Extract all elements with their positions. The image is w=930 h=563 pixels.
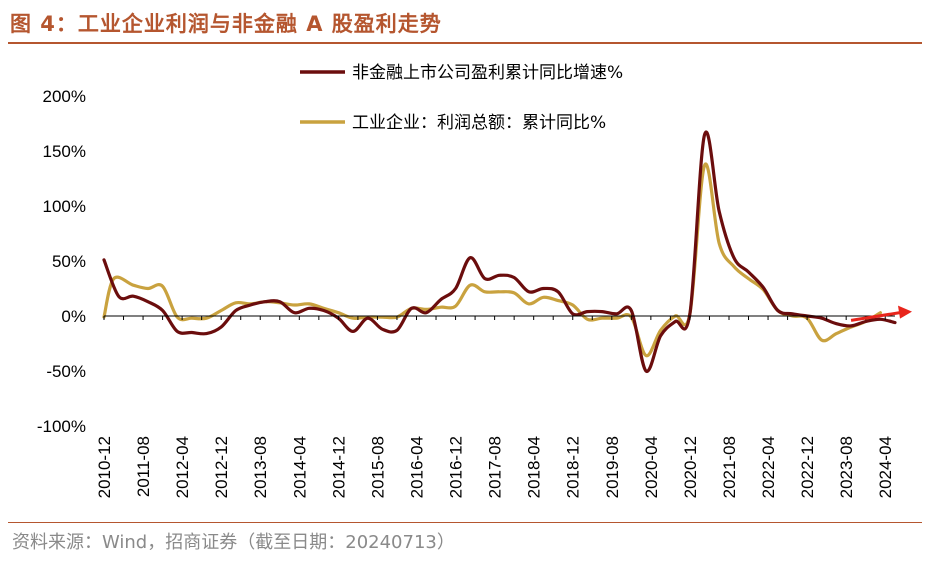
title-divider xyxy=(8,42,922,44)
x-tick-label: 2022-12 xyxy=(798,436,817,498)
x-tick-label: 2020-12 xyxy=(681,436,700,498)
footer-divider xyxy=(8,522,922,523)
legend-label: 工业企业：利润总额：累计同比% xyxy=(352,113,606,133)
y-tick-label: 100% xyxy=(43,197,86,216)
x-tick-label: 2016-04 xyxy=(408,436,427,498)
x-tick-label: 2014-04 xyxy=(290,436,309,498)
x-tick-label: 2019-08 xyxy=(603,436,622,498)
figure-title: 图 4：工业企业利润与非金融 A 股盈利走势 xyxy=(10,12,442,36)
legend-label: 非金融上市公司盈利累计同比增速% xyxy=(352,63,623,83)
x-tick-label: 2017-08 xyxy=(486,436,505,498)
y-tick-label: 0% xyxy=(61,307,86,326)
source-note: 资料来源：Wind，招商证券（截至日期：20240713） xyxy=(12,532,455,553)
x-tick-label: 2021-08 xyxy=(720,436,739,498)
y-axis-ticks: 200% 150% 100% 50% 0% -50% -100% xyxy=(37,87,86,436)
x-tick-label: 2010-12 xyxy=(95,436,114,498)
trend-arrow-head xyxy=(898,305,912,319)
trend-arrow xyxy=(850,305,912,322)
x-tick-label: 2011-08 xyxy=(134,436,153,497)
y-tick-label: 150% xyxy=(43,142,86,161)
series-lines xyxy=(102,130,897,373)
x-tick-label: 2024-04 xyxy=(876,436,895,498)
x-tick-label: 2012-04 xyxy=(173,436,192,498)
trend-arrow-shaft xyxy=(850,311,901,322)
x-axis xyxy=(103,315,895,320)
series-line-industrial xyxy=(102,162,882,358)
y-tick-label: -100% xyxy=(37,417,86,436)
x-tick-label: 2022-04 xyxy=(759,436,778,498)
x-tick-label: 2018-04 xyxy=(525,436,544,498)
x-tick-label: 2015-08 xyxy=(368,436,387,498)
legend: 非金融上市公司盈利累计同比增速% 工业企业：利润总额：累计同比% xyxy=(300,63,623,133)
x-tick-label: 2012-12 xyxy=(212,436,231,498)
x-tick-label: 2018-12 xyxy=(564,436,583,498)
x-tick-label: 2020-04 xyxy=(642,436,661,498)
series-line-nonfinancial xyxy=(102,130,897,373)
x-axis-ticks: 2010-12 2011-08 2012-04 2012-12 2013-08 2014-… xyxy=(95,436,895,498)
y-tick-label: -50% xyxy=(46,362,86,381)
y-tick-label: 50% xyxy=(52,252,86,271)
x-tick-label: 2023-08 xyxy=(837,436,856,498)
x-tick-label: 2014-12 xyxy=(329,436,348,498)
y-tick-label: 200% xyxy=(43,87,86,106)
x-tick-label: 2013-08 xyxy=(251,436,270,498)
x-tick-label: 2016-12 xyxy=(447,436,466,498)
